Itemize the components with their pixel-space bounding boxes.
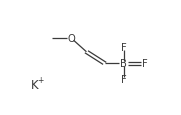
Text: K: K [31,78,38,91]
Text: F: F [142,59,148,69]
Text: O: O [67,34,75,44]
Text: F: F [121,75,127,85]
Text: B: B [120,59,127,69]
Text: +: + [38,75,44,84]
Text: F: F [121,43,127,53]
